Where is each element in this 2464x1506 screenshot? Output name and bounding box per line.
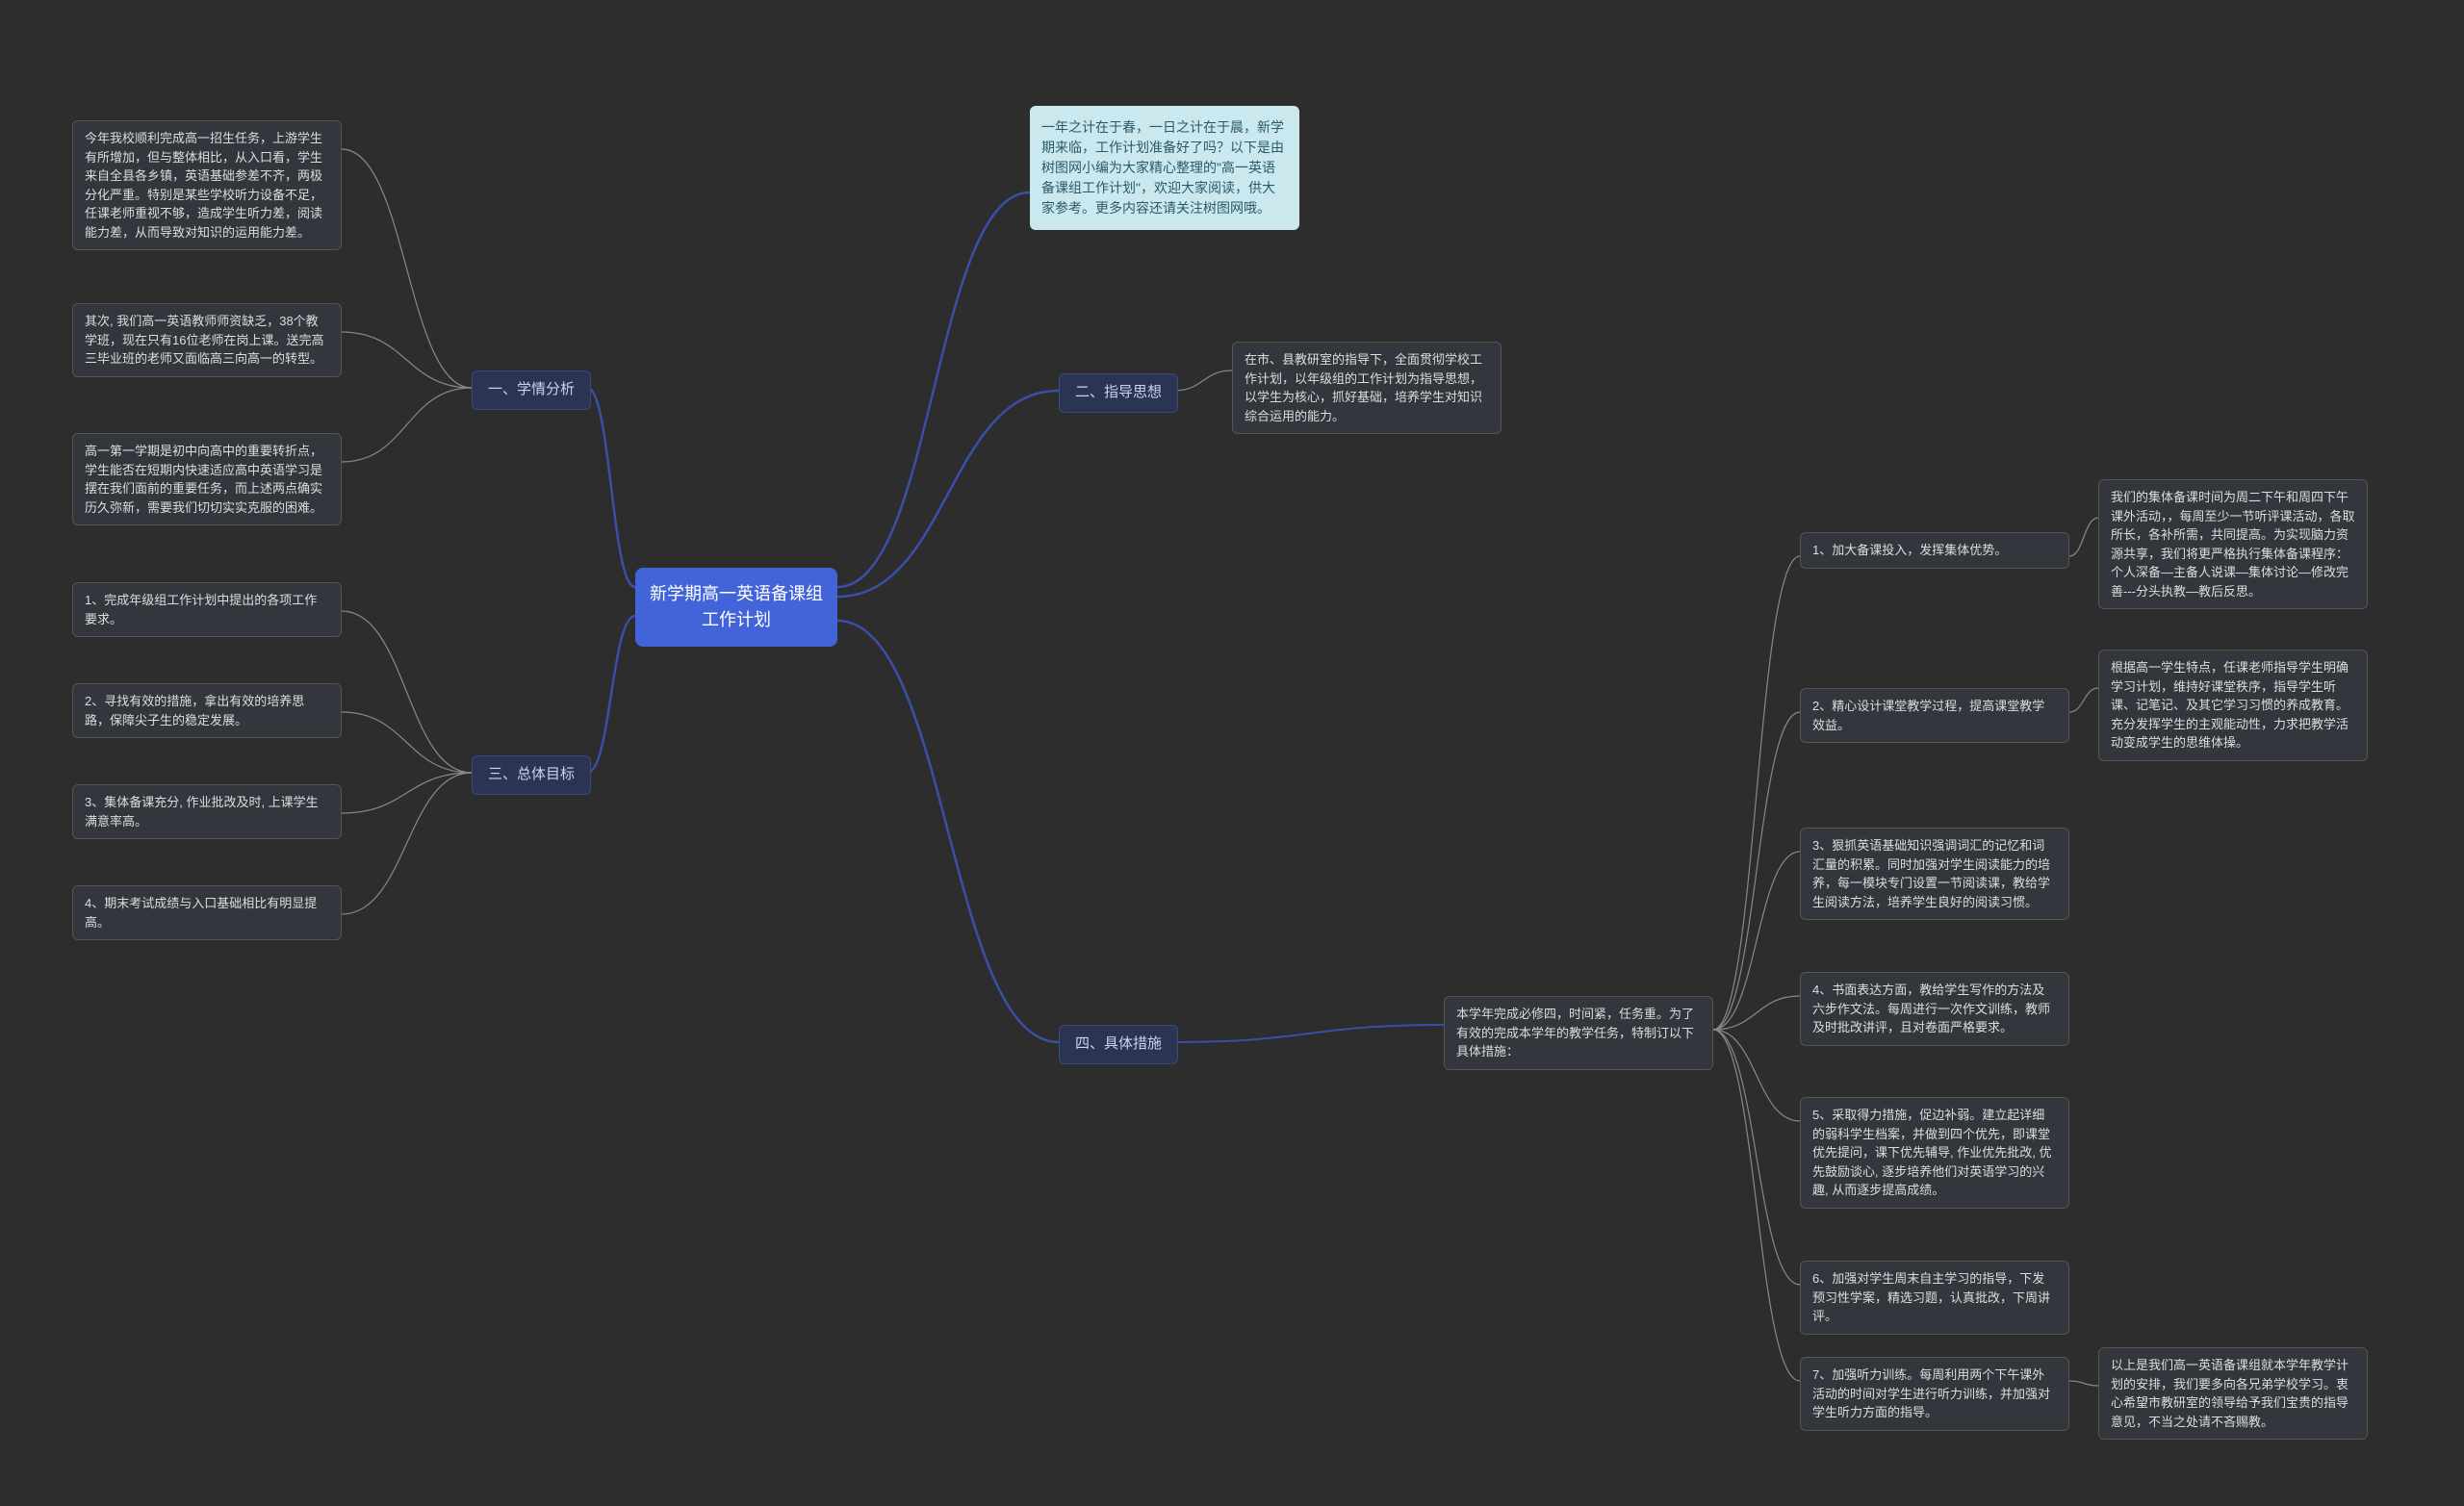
branch-b1-child-1[interactable]: 其次, 我们高一英语教师师资缺乏，38个教学班，现在只有16位老师在岗上课。送完…	[72, 303, 342, 377]
branch-b4-child-5[interactable]: 6、加强对学生周末自主学习的指导，下发预习性学案，精选习题，认真批改，下周讲评。	[1800, 1261, 2069, 1335]
branch-b4-child-4[interactable]: 5、采取得力措施，促边补弱。建立起详细的弱科学生档案，并做到四个优先，即课堂优先…	[1800, 1097, 2069, 1209]
branch-b2[interactable]: 二、指导思想	[1059, 373, 1178, 413]
branch-b4-child-0-sub[interactable]: 我们的集体备课时间为周二下午和周四下午课外活动，，每周至少一节听评课活动，各取所…	[2098, 479, 2368, 609]
branch-b4-child-1-sub[interactable]: 根据高一学生特点，任课老师指导学生明确学习计划，维持好课堂秩序，指导学生听课、记…	[2098, 650, 2368, 761]
branch-b4[interactable]: 四、具体措施	[1059, 1025, 1178, 1064]
branch-b3-child-3[interactable]: 4、期末考试成绩与入口基础相比有明显提高。	[72, 885, 342, 940]
branch-b4-child-2[interactable]: 3、狠抓英语基础知识强调词汇的记忆和词汇量的积累。同时加强对学生阅读能力的培养，…	[1800, 828, 2069, 920]
intro-node[interactable]: 一年之计在于春，一日之计在于晨，新学期来临，工作计划准备好了吗？以下是由树图网小…	[1030, 106, 1299, 230]
branch-b4-child-1[interactable]: 2、精心设计课堂教学过程，提高课堂教学效益。	[1800, 688, 2069, 743]
branch-b3-child-1[interactable]: 2、寻找有效的措施，拿出有效的培养思路，保障尖子生的稳定发展。	[72, 683, 342, 738]
branch-b4-child-6[interactable]: 7、加强听力训练。每周利用两个下午课外活动的时间对学生进行听力训练，并加强对学生…	[1800, 1357, 2069, 1431]
branch-b2-child-0[interactable]: 在市、县教研室的指导下，全面贯彻学校工作计划，以年级组的工作计划为指导思想，以学…	[1232, 342, 1502, 434]
branch-b3[interactable]: 三、总体目标	[472, 755, 591, 795]
branch-b4-child-0[interactable]: 1、加大备课投入，发挥集体优势。	[1800, 532, 2069, 569]
branch-b1-child-0[interactable]: 今年我校顺利完成高一招生任务，上游学生有所增加，但与整体相比，从入口看，学生来自…	[72, 120, 342, 250]
branch-b4-child-3[interactable]: 4、书面表达方面，教给学生写作的方法及六步作文法。每周进行一次作文训练，教师及时…	[1800, 972, 2069, 1046]
branch-b4-intermediate[interactable]: 本学年完成必修四，时间紧，任务重。为了有效的完成本学年的教学任务，特制订以下具体…	[1444, 996, 1713, 1070]
branch-b3-child-2[interactable]: 3、集体备课充分, 作业批改及时, 上课学生满意率高。	[72, 784, 342, 839]
branch-b3-child-0[interactable]: 1、完成年级组工作计划中提出的各项工作要求。	[72, 582, 342, 637]
branch-b4-child-6-sub[interactable]: 以上是我们高一英语备课组就本学年教学计划的安排，我们要多向各兄弟学校学习。衷心希…	[2098, 1347, 2368, 1440]
branch-b1-child-2[interactable]: 高一第一学期是初中向高中的重要转折点，学生能否在短期内快速适应高中英语学习是摆在…	[72, 433, 342, 525]
branch-b1[interactable]: 一、学情分析	[472, 370, 591, 410]
root-node[interactable]: 新学期高一英语备课组工作计划	[635, 568, 837, 647]
